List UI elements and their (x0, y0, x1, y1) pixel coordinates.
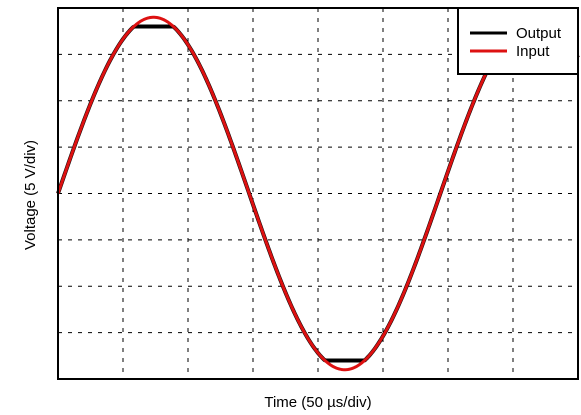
legend-label-input: Input (516, 43, 550, 60)
x-axis-label: Time (50 µs/div) (264, 394, 371, 411)
legend-label-output: Output (516, 25, 562, 42)
legend: Output Input (457, 7, 579, 75)
legend-box (457, 7, 579, 75)
plot-frame (57, 7, 579, 380)
y-axis-label: Voltage (5 V/div) (22, 140, 39, 250)
